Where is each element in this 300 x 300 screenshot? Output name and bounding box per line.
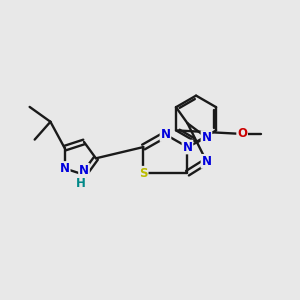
Text: N: N xyxy=(60,162,70,175)
Text: N: N xyxy=(182,140,193,154)
Text: N: N xyxy=(202,131,212,144)
Text: N: N xyxy=(79,164,89,177)
Text: N: N xyxy=(202,155,212,168)
Text: H: H xyxy=(76,176,85,190)
Text: N: N xyxy=(160,128,170,141)
Text: O: O xyxy=(237,127,247,140)
Text: S: S xyxy=(139,167,148,180)
